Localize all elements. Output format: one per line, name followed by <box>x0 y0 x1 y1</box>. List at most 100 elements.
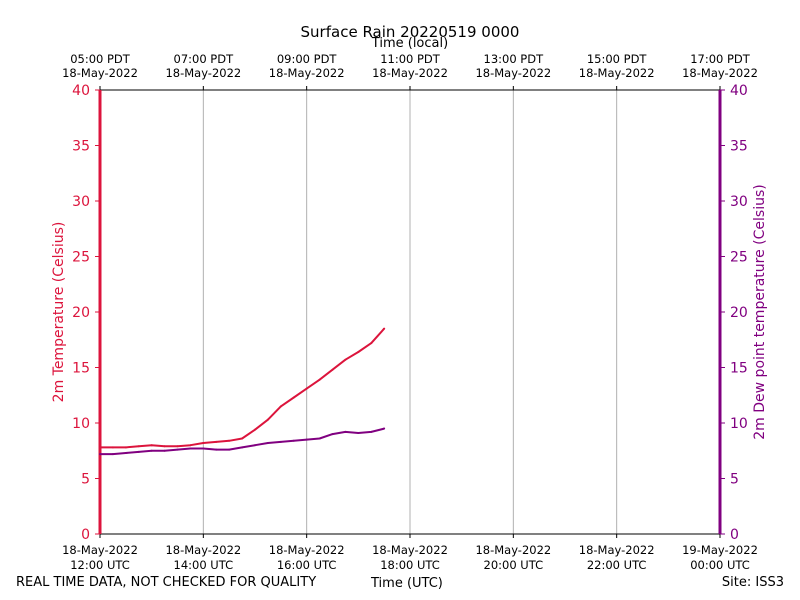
dewpoint-point <box>305 438 308 441</box>
x-tick-label-time: 12:00 UTC <box>70 558 130 572</box>
right-y-tick-label: 10 <box>730 416 748 432</box>
dewpoint-point <box>111 453 114 456</box>
temperature-point <box>189 444 192 447</box>
x-tick-label-time: 14:00 UTC <box>174 558 234 572</box>
temperature-point <box>150 444 153 447</box>
dewpoint-point <box>241 446 244 449</box>
temperature-point <box>305 387 308 390</box>
temperature-point <box>99 446 101 449</box>
dewpoint-point <box>176 448 179 451</box>
left-y-tick-label: 30 <box>72 194 90 210</box>
temperature-point <box>292 396 295 399</box>
top-tick-label-date: 18-May-2022 <box>475 66 551 80</box>
temperature-point <box>383 327 386 330</box>
top-tick-label-date: 18-May-2022 <box>165 66 241 80</box>
temperature-point <box>137 445 140 448</box>
top-tick-label-date: 18-May-2022 <box>269 66 345 80</box>
dewpoint-point <box>344 430 347 433</box>
dewpoint-point <box>228 448 231 451</box>
x-tick-label-time: 18:00 UTC <box>380 558 440 572</box>
dewpoint-point <box>99 453 101 456</box>
right-y-axis-title: 2m Dew point temperature (Celsius) <box>752 184 768 439</box>
left-y-axis-title: 2m Temperature (Celsius) <box>51 222 67 403</box>
x-tick-label-date: 18-May-2022 <box>579 543 655 557</box>
dewpoint-point <box>370 430 373 433</box>
x-tick-label-date: 18-May-2022 <box>165 543 241 557</box>
left-y-tick-label: 10 <box>72 416 90 432</box>
top-tick-label-date: 18-May-2022 <box>62 66 138 80</box>
temperature-point <box>202 441 205 444</box>
top-tick-label-time: 15:00 PDT <box>587 52 648 66</box>
left-y-tick-label: 35 <box>72 139 90 155</box>
temperature-point <box>124 446 127 449</box>
temperature-point <box>357 350 360 353</box>
right-y-tick-label: 35 <box>730 139 748 155</box>
top-tick-label-time: 07:00 PDT <box>174 52 235 66</box>
top-tick-label-date: 18-May-2022 <box>682 66 758 80</box>
dewpoint-point <box>266 441 269 444</box>
x-tick-label-time: 00:00 UTC <box>690 558 750 572</box>
temperature-point <box>266 418 269 421</box>
top-tick-label-date: 18-May-2022 <box>372 66 448 80</box>
temperature-point <box>111 446 114 449</box>
dewpoint-point <box>254 444 256 447</box>
temperature-point <box>241 437 244 440</box>
x-tick-label-date: 18-May-2022 <box>269 543 345 557</box>
temperature-point <box>228 439 231 442</box>
top-tick-label-date: 18-May-2022 <box>579 66 655 80</box>
dewpoint-point <box>202 447 205 450</box>
left-y-tick-label: 5 <box>81 472 90 488</box>
temperature-point <box>215 440 218 443</box>
dewpoint-point <box>163 449 166 452</box>
right-y-tick-label: 0 <box>730 527 739 543</box>
right-y-tick-label: 30 <box>730 194 748 210</box>
dewpoint-point <box>357 431 360 434</box>
site-label: Site: ISS3 <box>721 575 784 590</box>
dewpoint-point <box>215 448 218 451</box>
temperature-point <box>254 428 256 431</box>
right-y-tick-label: 40 <box>730 83 748 99</box>
x-tick-label-time: 22:00 UTC <box>587 558 647 572</box>
x-tick-label-date: 19-May-2022 <box>682 543 758 557</box>
x-tick-label-date: 18-May-2022 <box>475 543 551 557</box>
right-y-tick-label: 15 <box>730 361 748 377</box>
temperature-point <box>344 358 347 361</box>
left-y-tick-label: 0 <box>81 527 90 543</box>
right-y-tick-label: 5 <box>730 472 739 488</box>
x-axis-title: Time (UTC) <box>371 576 443 591</box>
right-y-tick-label: 25 <box>730 250 748 266</box>
temperature-point <box>318 378 321 381</box>
dewpoint-point <box>189 447 192 450</box>
temperature-point <box>176 445 179 448</box>
temperature-point <box>163 445 166 448</box>
left-y-tick-label: 40 <box>72 83 90 99</box>
right-y-tick-label: 20 <box>730 305 748 321</box>
left-y-tick-label: 25 <box>72 250 90 266</box>
x-tick-label-date: 18-May-2022 <box>372 543 448 557</box>
x-tick-label-time: 16:00 UTC <box>277 558 337 572</box>
dewpoint-point <box>279 440 282 443</box>
top-tick-label-time: 09:00 PDT <box>277 52 338 66</box>
left-y-tick-label: 15 <box>72 361 90 377</box>
x-tick-label-time: 20:00 UTC <box>484 558 544 572</box>
dewpoint-point <box>383 427 386 430</box>
temperature-point <box>279 405 282 408</box>
top-tick-label-time: 05:00 PDT <box>70 52 131 66</box>
top-axis-title: Time (local) <box>371 36 448 51</box>
temperature-point <box>370 342 373 345</box>
dewpoint-point <box>292 439 295 442</box>
dewpoint-point <box>137 450 140 453</box>
quality-disclaimer: REAL TIME DATA, NOT CHECKED FOR QUALITY <box>16 575 317 590</box>
top-tick-label-time: 13:00 PDT <box>484 52 545 66</box>
temperature-point <box>331 368 334 371</box>
dewpoint-point <box>331 433 334 436</box>
chart-title: Surface Rain 20220519 0000 <box>301 23 520 41</box>
top-tick-label-time: 17:00 PDT <box>690 52 751 66</box>
x-tick-label-date: 18-May-2022 <box>62 543 138 557</box>
top-tick-label-time: 11:00 PDT <box>380 52 441 66</box>
left-y-tick-label: 20 <box>72 305 90 321</box>
dewpoint-point <box>318 437 321 440</box>
dewpoint-point <box>124 451 127 454</box>
dewpoint-point <box>150 449 153 452</box>
